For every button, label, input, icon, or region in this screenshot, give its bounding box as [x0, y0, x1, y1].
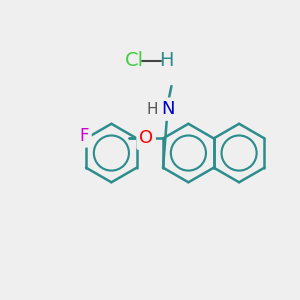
- Text: H: H: [146, 102, 158, 117]
- Text: Cl: Cl: [125, 51, 144, 70]
- Text: H: H: [160, 51, 174, 70]
- Text: N: N: [161, 100, 174, 118]
- Text: O: O: [139, 129, 153, 147]
- Text: F: F: [80, 127, 89, 145]
